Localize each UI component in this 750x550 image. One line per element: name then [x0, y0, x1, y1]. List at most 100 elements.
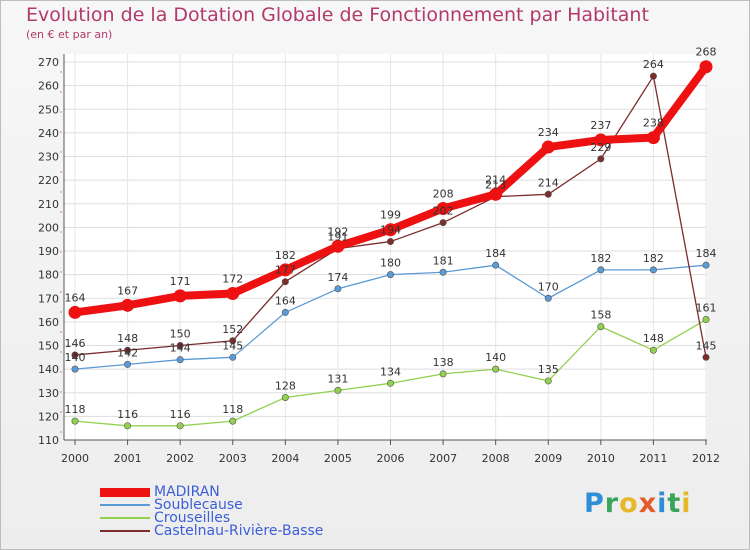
data-label: 268 [696, 46, 717, 59]
series-soublecause [71, 261, 710, 373]
logo-letter: i [657, 488, 668, 519]
data-label: 182 [643, 252, 664, 265]
x-tick-label: 2004 [271, 452, 299, 465]
proxiti-logo: Proxiti [584, 488, 692, 519]
x-tick-label: 2008 [482, 452, 510, 465]
y-tick-label: 250 [38, 103, 59, 116]
x-tick-label: 2003 [219, 452, 247, 465]
data-label: 229 [590, 141, 611, 154]
data-point [544, 377, 552, 385]
y-tick-label: 210 [38, 198, 59, 211]
logo-letter: P [584, 488, 605, 519]
data-point [439, 268, 447, 276]
x-tick-label: 2012 [692, 452, 720, 465]
data-label: 208 [433, 187, 454, 200]
legend-label: MADIRAN [154, 484, 220, 500]
y-tick-label: 260 [38, 80, 59, 93]
legend-label: Castelnau-Rivière-Basse [154, 523, 324, 539]
data-point [702, 261, 710, 269]
data-point [281, 308, 289, 316]
data-point [489, 187, 503, 201]
data-point [229, 353, 237, 361]
y-tick-label: 110 [38, 434, 59, 447]
data-label: 180 [380, 257, 401, 270]
data-label: 161 [696, 302, 717, 315]
x-tick-label: 2002 [166, 452, 194, 465]
series-madiran [68, 60, 713, 319]
data-label: 145 [696, 339, 717, 352]
data-label: 116 [117, 408, 138, 421]
data-label: 184 [696, 247, 717, 260]
legend-swatch [100, 504, 150, 506]
data-label: 158 [590, 309, 611, 322]
data-point [331, 239, 345, 253]
legend-swatch [100, 517, 150, 519]
data-point [229, 417, 237, 425]
data-point [597, 155, 605, 163]
data-label: 144 [170, 342, 191, 355]
data-point [71, 351, 79, 359]
data-label: 135 [538, 363, 559, 376]
data-label: 170 [538, 280, 559, 293]
data-point [124, 346, 132, 354]
data-label: 118 [222, 403, 243, 416]
data-point [544, 190, 552, 198]
data-point [176, 341, 184, 349]
data-label: 150 [170, 328, 191, 341]
data-label: 174 [327, 271, 348, 284]
y-tick-label: 190 [38, 245, 59, 258]
data-point [649, 346, 657, 354]
data-point [124, 422, 132, 430]
legend-swatch [100, 488, 150, 497]
data-label: 118 [65, 403, 86, 416]
data-label: 138 [433, 356, 454, 369]
x-tick-label: 2007 [429, 452, 457, 465]
logo-letter: o [619, 488, 639, 519]
y-tick-label: 270 [38, 56, 59, 69]
data-point [386, 379, 394, 387]
data-point [121, 298, 135, 312]
data-point [699, 60, 713, 74]
data-label: 146 [65, 337, 86, 350]
data-point [436, 201, 450, 215]
data-label: 140 [65, 351, 86, 364]
data-point [384, 223, 397, 237]
y-tick-label: 140 [38, 363, 59, 376]
data-point [702, 316, 710, 324]
data-point [649, 266, 657, 274]
data-point [541, 140, 555, 154]
y-tick-label: 160 [38, 316, 59, 329]
data-point [386, 238, 394, 246]
data-label: 192 [327, 225, 348, 238]
x-tick-label: 2005 [324, 452, 352, 465]
data-label: 214 [485, 173, 506, 186]
data-point [597, 323, 605, 331]
data-label: 142 [117, 346, 138, 359]
data-point [176, 422, 184, 430]
series-crouseilles [71, 316, 710, 430]
x-tick-label: 2000 [61, 452, 89, 465]
data-point [334, 285, 342, 293]
y-tick-label: 200 [38, 221, 59, 234]
data-label: 164 [65, 291, 86, 304]
y-tick-label: 240 [38, 127, 59, 140]
data-label: 152 [222, 323, 243, 336]
data-label: 171 [170, 275, 191, 288]
data-point [492, 365, 500, 373]
data-label: 134 [380, 365, 401, 378]
y-tick-label: 130 [38, 387, 59, 400]
data-label: 145 [222, 339, 243, 352]
data-label: 181 [433, 254, 454, 267]
data-label: 184 [485, 247, 506, 260]
y-tick-label: 150 [38, 340, 59, 353]
data-label: 148 [117, 332, 138, 345]
y-tick-label: 180 [38, 269, 59, 282]
x-tick-label: 2011 [639, 452, 667, 465]
data-point [594, 133, 608, 147]
data-point [597, 266, 605, 274]
data-point [544, 294, 552, 302]
plot-area [64, 54, 707, 440]
data-label: 234 [538, 126, 559, 139]
data-label: 237 [590, 119, 611, 132]
